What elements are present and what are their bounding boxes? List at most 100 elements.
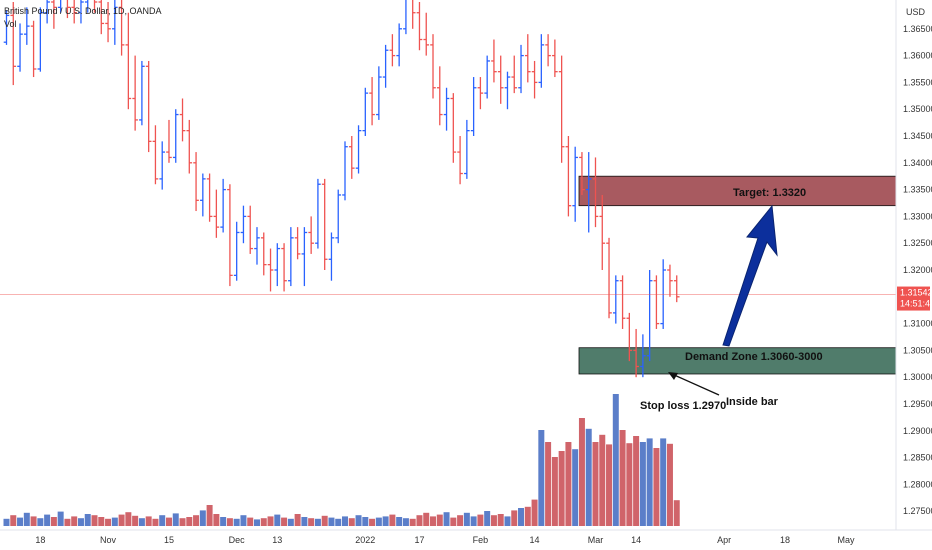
price-bar: [66, 0, 71, 19]
price-bar: [321, 178, 328, 270]
volume-bar: [57, 511, 64, 526]
volume-bar: [646, 438, 653, 526]
volume-bar: [301, 517, 308, 526]
price-bar: [412, 0, 416, 29]
time-tick-label: Apr: [717, 535, 731, 545]
volume-bar: [152, 518, 159, 526]
price-bar: [552, 39, 558, 78]
price-bar: [538, 34, 545, 88]
price-bar: [646, 270, 653, 362]
price-bar: [477, 77, 484, 110]
volume-bar: [132, 515, 139, 526]
price-bar: [308, 216, 314, 254]
price-bar: [315, 178, 321, 249]
volume-bar: [551, 457, 558, 526]
volume-bar: [328, 517, 335, 526]
last-price-value: 1.31542: [900, 288, 932, 298]
price-bar: [626, 312, 633, 362]
price-bar: [457, 136, 463, 185]
volume-bar: [443, 512, 450, 526]
volume-bar: [220, 517, 227, 526]
volume-bar: [287, 518, 294, 526]
price-bar: [470, 77, 477, 136]
volume-bar: [470, 516, 477, 526]
price-bar: [613, 275, 619, 324]
volume-bar: [233, 518, 240, 526]
volume-bar: [260, 518, 267, 526]
volume-bar: [362, 517, 369, 526]
volume-bar: [193, 515, 200, 526]
volume-bar: [30, 516, 37, 526]
volume-bar: [524, 506, 531, 526]
price-bar: [78, 0, 84, 24]
price-bar: [396, 23, 402, 67]
price-bar: [592, 157, 599, 228]
volume-bar: [599, 434, 606, 526]
time-axis[interactable]: 18 Nov 15 Dec 13 2022 17 Feb 14 Mar 14 Apr 18 May: [0, 529, 932, 545]
price-bar: [348, 136, 355, 179]
price-bar: [37, 7, 44, 72]
price-bar: [71, 0, 77, 24]
volume-bar: [138, 518, 145, 526]
zone-layer: [578, 175, 897, 375]
price-bar: [524, 34, 531, 83]
volume-bar: [172, 513, 179, 526]
volume-bar: [342, 516, 348, 526]
volume-bar: [572, 449, 579, 526]
volume-bar: [490, 515, 497, 526]
volume-bar: [538, 430, 545, 526]
time-tick-label: 14: [631, 535, 641, 545]
price-bar: [653, 275, 660, 329]
price-bar: [152, 125, 159, 185]
time-tick-label: 17: [414, 535, 424, 545]
price-bar: [599, 194, 606, 270]
price-bar: [93, 0, 98, 13]
price-bar: [301, 227, 308, 287]
price-bar: [335, 189, 342, 244]
volume-bar: [484, 511, 491, 526]
time-tick-label: Feb: [473, 535, 489, 545]
stop-loss-label: Stop loss 1.2970: [640, 400, 726, 412]
price-axis[interactable]: USD 1.36500 1.36000 1.35500 1.35000 1.34500 1…: [895, 0, 932, 530]
volume-bar: [335, 518, 342, 526]
time-tick-label: 13: [272, 535, 282, 545]
volume-bar: [531, 499, 538, 526]
price-bar: [294, 227, 301, 260]
volume-bar: [111, 517, 118, 526]
price-bar: [17, 23, 23, 72]
target-arrow: [722, 204, 778, 347]
volume-bar: [463, 512, 470, 526]
volume-bar: [199, 510, 206, 526]
currency-label: USD: [906, 7, 926, 17]
volume-bar: [382, 516, 389, 526]
volume-bar: [653, 448, 660, 526]
target-zone: [578, 175, 897, 207]
price-bar: [464, 119, 470, 179]
price-bar: [403, 0, 407, 35]
price-bar: [572, 146, 578, 222]
price-bar: [213, 189, 220, 238]
target-label: Target: 1.3320: [733, 187, 806, 199]
price-tick-label: 1.29000: [903, 426, 932, 436]
volume-bar: [17, 517, 24, 526]
price-bar: [3, 10, 10, 45]
price-bar: [660, 259, 666, 329]
volume-bar: [91, 515, 98, 526]
price-bar: [382, 44, 389, 88]
price-bar: [179, 98, 186, 142]
volume-bar: [294, 514, 301, 526]
volume-bar: [44, 514, 51, 526]
time-tick-label: Mar: [588, 535, 604, 545]
price-tick-label: 1.29500: [903, 399, 932, 409]
price-tick-label: 1.36000: [903, 51, 932, 61]
price-bar: [585, 152, 592, 233]
price-tick-label: 1.32000: [903, 265, 932, 275]
price-bar: [416, 2, 423, 51]
volume-bar: [71, 516, 78, 526]
price-bar: [355, 125, 362, 174]
price-bar: [606, 237, 612, 319]
volume-bar: [585, 428, 592, 526]
price-bar: [145, 60, 152, 153]
volume-bar: [10, 515, 17, 526]
